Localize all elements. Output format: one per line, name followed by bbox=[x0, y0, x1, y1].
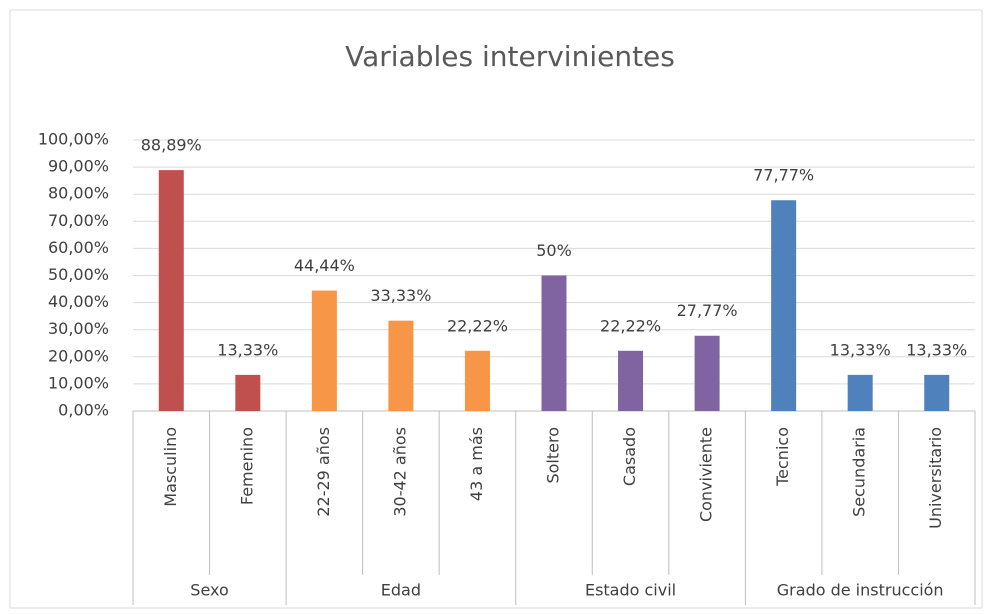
x-tick-label: Secundaria bbox=[850, 427, 869, 517]
y-tick-label: 40,00% bbox=[48, 292, 109, 311]
bar bbox=[847, 374, 873, 411]
bar bbox=[541, 275, 567, 411]
x-tick-label: Casado bbox=[620, 427, 639, 486]
y-tick-label: 20,00% bbox=[48, 346, 109, 365]
group-label: Grado de instrucción bbox=[777, 581, 944, 600]
bar bbox=[235, 374, 261, 411]
data-label: 13,33% bbox=[217, 340, 278, 359]
bar bbox=[388, 320, 414, 411]
y-tick-label: 60,00% bbox=[48, 238, 109, 257]
data-label: 13,33% bbox=[830, 340, 891, 359]
chart-title: Variables intervinientes bbox=[345, 40, 675, 73]
bar bbox=[311, 290, 337, 411]
y-tick-label: 70,00% bbox=[48, 211, 109, 230]
x-tick-label: Femenino bbox=[237, 427, 256, 505]
y-tick-label: 50,00% bbox=[48, 265, 109, 284]
x-tick-label: 43 a más bbox=[467, 427, 486, 501]
x-tick-label: Conviviente bbox=[697, 427, 716, 522]
x-tick-label: 22-29 años bbox=[314, 427, 333, 517]
y-tick-label: 90,00% bbox=[48, 157, 109, 176]
data-label: 22,22% bbox=[600, 316, 661, 335]
bar bbox=[618, 350, 644, 411]
y-tick-label: 30,00% bbox=[48, 319, 109, 338]
bar bbox=[694, 335, 720, 411]
x-tick-label: Soltero bbox=[544, 427, 563, 484]
y-tick-label: 100,00% bbox=[38, 130, 109, 149]
data-label: 13,33% bbox=[906, 340, 967, 359]
group-label: Sexo bbox=[190, 581, 228, 600]
bar bbox=[464, 350, 490, 411]
x-tick-label: Tecnico bbox=[773, 427, 792, 487]
data-label: 88,89% bbox=[141, 136, 202, 155]
x-tick-label: Universitario bbox=[926, 427, 945, 529]
bar bbox=[924, 374, 950, 411]
data-label: 22,22% bbox=[447, 316, 508, 335]
y-tick-label: 80,00% bbox=[48, 184, 109, 203]
y-tick-label: 10,00% bbox=[48, 373, 109, 392]
data-label: 44,44% bbox=[294, 256, 355, 275]
chart-border bbox=[9, 9, 983, 609]
data-label: 33,33% bbox=[370, 286, 431, 305]
data-label: 77,77% bbox=[753, 166, 814, 185]
bar bbox=[771, 200, 797, 411]
x-tick-label: 30-42 años bbox=[390, 427, 409, 517]
data-label: 27,77% bbox=[677, 301, 738, 320]
data-label: 50% bbox=[536, 241, 572, 260]
group-label: Estado civil bbox=[585, 581, 676, 600]
y-tick-label: 0,00% bbox=[58, 401, 109, 420]
group-label: Edad bbox=[381, 581, 421, 600]
bar bbox=[158, 170, 184, 411]
x-tick-label: Masculino bbox=[161, 427, 180, 507]
